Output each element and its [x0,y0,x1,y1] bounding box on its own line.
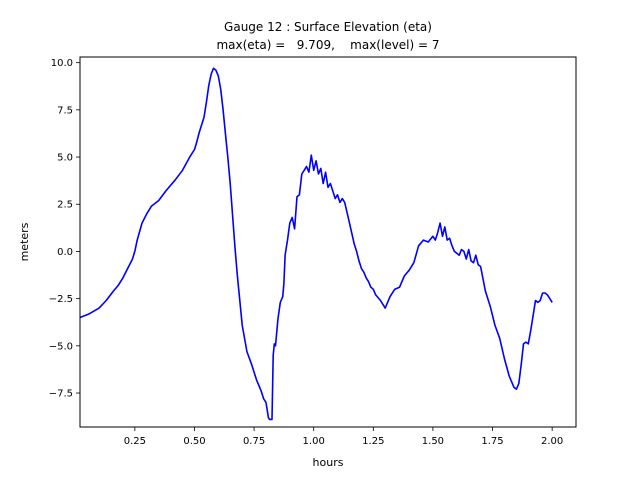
y-tick-label: −5.0 [49,341,73,352]
y-axis-label: meters [18,222,31,261]
plot-area [79,67,553,421]
x-tick-label: 0.75 [243,436,265,447]
x-axis-label: hours [313,456,344,469]
y-tick-label: 2.5 [57,200,73,211]
series-line-0 [79,67,553,421]
y-axis: −7.5 −5.0 −2.5 0.0 2.5 5.0 7.5 10.0 [49,58,80,400]
y-tick-label: 7.5 [57,105,73,116]
x-tick-label: 1.25 [362,436,384,447]
chart-title: Gauge 12 : Surface Elevation (eta) [224,20,432,34]
x-tick-label: 1.00 [303,436,325,447]
y-tick-label: −7.5 [49,389,73,400]
x-tick-label: 0.25 [124,436,146,447]
y-tick-label: 5.0 [57,153,73,164]
y-tick-label: 0.0 [57,247,73,258]
x-tick-label: 1.75 [481,436,503,447]
x-tick-label: 2.00 [541,436,563,447]
x-axis: 0.25 0.50 0.75 1.00 1.25 1.50 1.75 2.00 [124,427,563,447]
x-tick-label: 1.50 [422,436,444,447]
plot-frame [79,56,577,428]
chart-subtitle: max(eta) = 9.709, max(level) = 7 [216,38,439,52]
y-tick-label: 10.0 [51,58,73,69]
x-tick-label: 0.50 [183,436,205,447]
y-tick-label: −2.5 [49,294,73,305]
